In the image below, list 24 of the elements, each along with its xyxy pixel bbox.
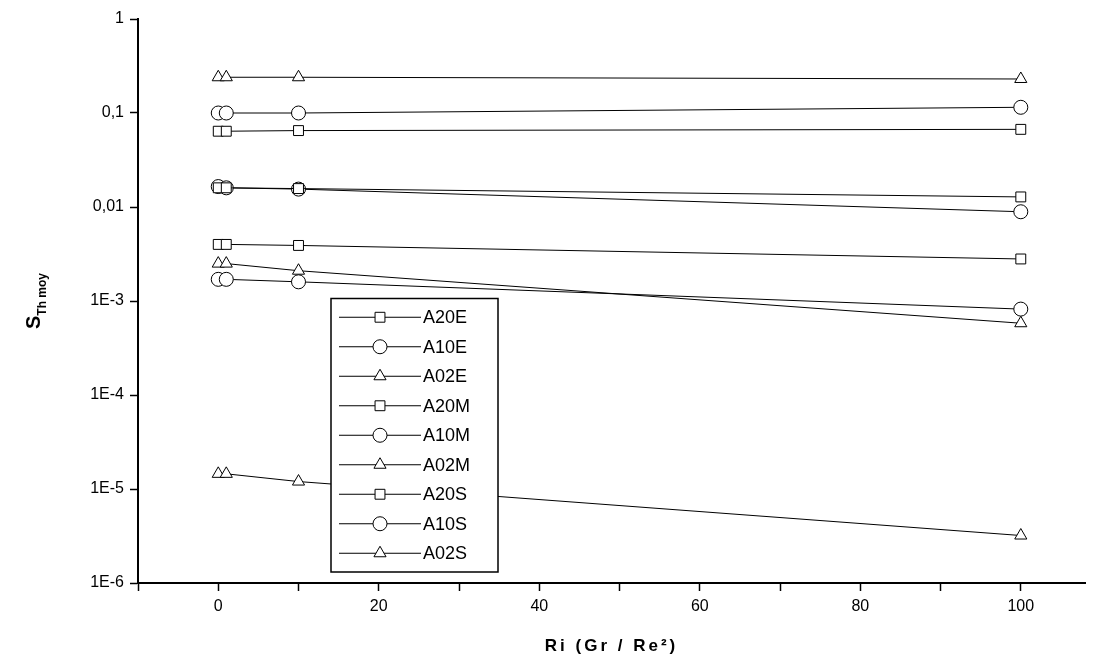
legend-label: A20E <box>423 307 468 328</box>
legend-label: A02M <box>423 454 471 475</box>
legend-label: A20S <box>423 484 468 505</box>
x-tick-label: 0 <box>213 597 223 615</box>
y-tick-label: 1E-6 <box>90 573 125 591</box>
legend-label: A02S <box>423 543 468 564</box>
y-tick-label: 0,1 <box>101 103 125 121</box>
y-tick-label: 1E-5 <box>90 479 125 497</box>
y-tick-label: 0,01 <box>92 197 125 215</box>
legend-label: A02E <box>423 366 468 387</box>
x-axis-title: Ri (Gr / Re²) <box>544 635 679 655</box>
y-axis-title: STh moy <box>22 272 49 329</box>
legend-label: A10S <box>423 513 468 534</box>
y-tick-label: 1E-4 <box>90 385 125 403</box>
x-tick-label: 20 <box>369 597 388 615</box>
legend-label: A10E <box>423 336 468 357</box>
legend-label: A20M <box>423 395 471 416</box>
x-tick-label: 60 <box>690 597 709 615</box>
legend-label: A10M <box>423 425 471 446</box>
x-tick-label: 100 <box>1007 597 1035 615</box>
x-tick-label: 40 <box>530 597 549 615</box>
y-tick-label: 1E-3 <box>90 291 125 309</box>
x-tick-label: 80 <box>851 597 870 615</box>
y-tick-label: 1 <box>115 9 125 27</box>
